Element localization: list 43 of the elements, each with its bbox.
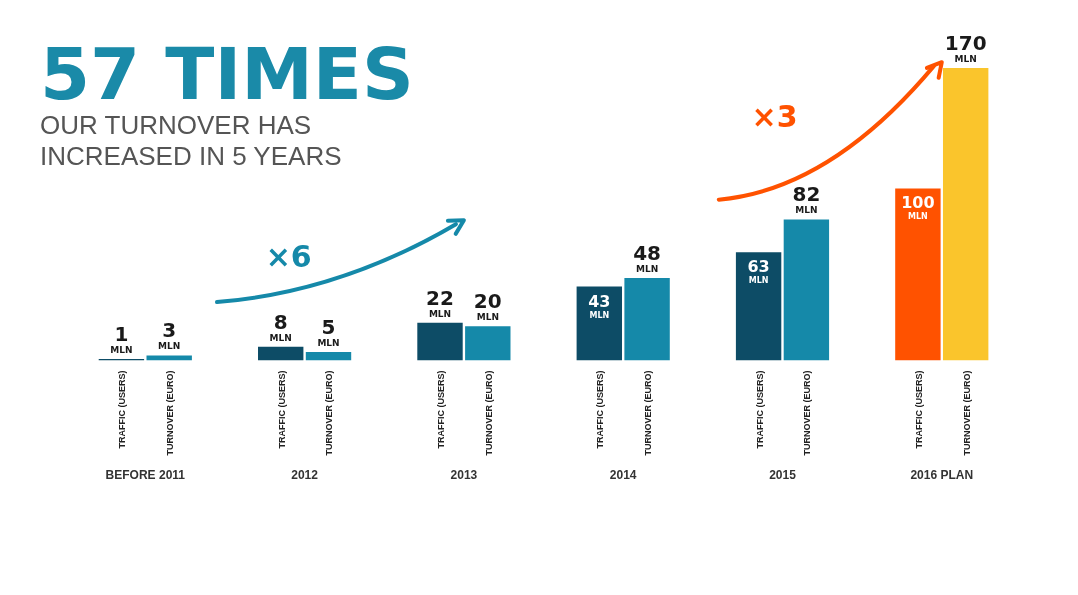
text: TURNOVER (EURO): [961, 370, 972, 456]
data-label: 48 MLN: [633, 240, 662, 274]
bar: [305, 351, 352, 361]
data-label: 82 MLN: [792, 182, 821, 216]
data-label: 20 MLN: [473, 289, 502, 323]
annotation: ×6: [265, 238, 312, 274]
data-label: 22 MLN: [426, 285, 454, 319]
text: TRAFFIC (USERS): [276, 370, 287, 449]
data-label: 170 MLN: [944, 31, 987, 64]
annotation: ×3: [751, 98, 798, 134]
bar: [576, 286, 622, 361]
data-label: 8 MLN: [269, 309, 292, 343]
data-label: 63 MLN: [747, 257, 770, 286]
bar: [942, 68, 989, 361]
x-tick-label: 2012: [291, 468, 319, 483]
text: TRAFFIC (USERS): [913, 370, 924, 449]
text: TURNOVER (EURO): [324, 370, 335, 456]
data-label: 1 MLN: [110, 321, 133, 355]
x-tick-label: 2013: [450, 468, 478, 483]
bar: [465, 326, 511, 361]
x-tick-label: 2014: [609, 468, 637, 483]
text: TURNOVER (EURO): [802, 370, 813, 456]
data-label: 43 MLN: [588, 291, 611, 320]
bar: [735, 252, 782, 361]
bar: [624, 277, 670, 361]
x-tick-label: 2016 PLAN: [910, 468, 974, 483]
bar: [258, 346, 304, 361]
bar: [783, 219, 830, 361]
bar: [417, 322, 463, 361]
text: TRAFFIC (USERS): [117, 370, 128, 449]
bar: [895, 188, 941, 361]
x-tick-label: 2015: [769, 468, 797, 483]
text: TRAFFIC (USERS): [595, 370, 606, 449]
text: TURNOVER (EURO): [643, 370, 654, 456]
data-label: 5 MLN: [317, 314, 340, 348]
bar: [146, 355, 192, 361]
text: TURNOVER (EURO): [165, 370, 176, 456]
text: TURNOVER (EURO): [483, 370, 494, 456]
text: TRAFFIC (USERS): [436, 370, 446, 449]
text: TRAFFIC (USERS): [754, 370, 765, 449]
data-label: 100 MLN: [901, 193, 935, 222]
data-label: 3 MLN: [158, 318, 181, 352]
x-tick-label: BEFORE 2011: [105, 468, 186, 483]
